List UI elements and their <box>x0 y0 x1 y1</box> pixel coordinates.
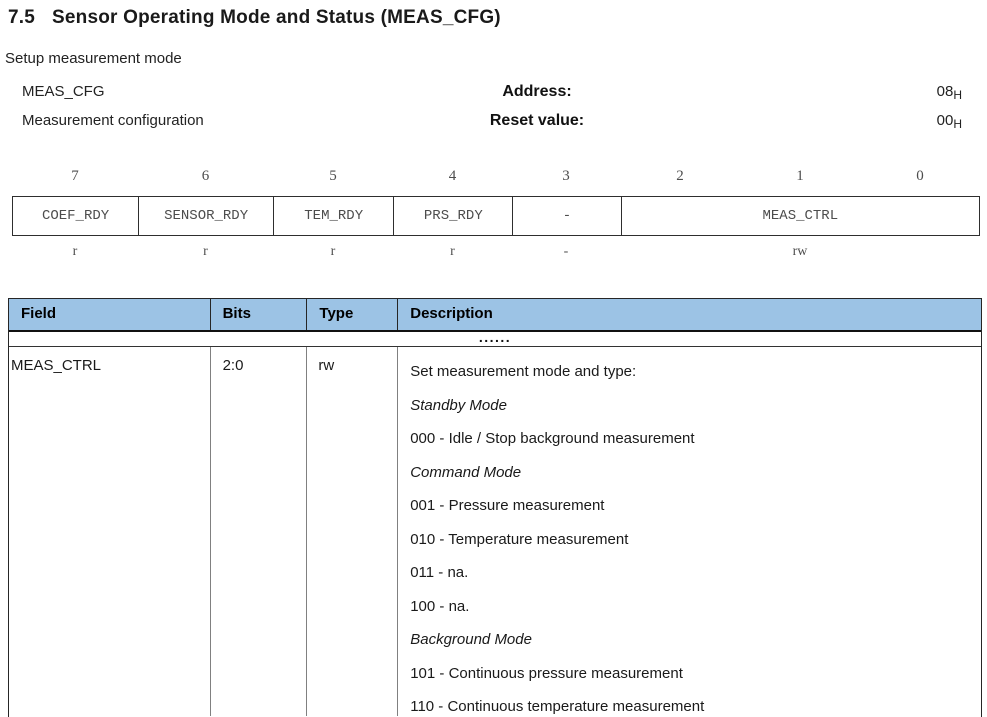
address-value: 08H <box>936 83 962 102</box>
bitfield-coef-rdy: COEF_RDY <box>13 197 140 235</box>
section-number: 7.5 <box>8 7 36 28</box>
register-address-row: MEAS_CFG Address: 08H <box>0 83 987 103</box>
bit-number-5: 5 <box>329 168 337 184</box>
bit-number-7: 7 <box>71 168 79 184</box>
desc-line-011: 011 - na. <box>410 564 469 581</box>
desc-line-001: 001 - Pressure measurement <box>410 497 605 514</box>
field-table-header: Field Bits Type Description <box>9 299 981 332</box>
desc-line-intro: Set measurement mode and type: <box>410 363 637 380</box>
register-name: MEAS_CFG <box>22 83 105 100</box>
bit-number-row: 7 6 5 4 3 2 1 0 <box>12 168 980 185</box>
desc-line-command-mode: Command Mode <box>410 463 522 481</box>
section-title: Sensor Operating Mode and Status (MEAS_C… <box>52 7 501 28</box>
ellipsis-row: ...... <box>9 330 981 347</box>
header-field: Field <box>9 299 211 330</box>
bit-number-4: 4 <box>448 168 457 184</box>
subtitle: Setup measurement mode <box>5 50 182 67</box>
field-row-meas-ctrl: MEAS_CTRL 2:0 rw Set measurement mode an… <box>9 347 981 716</box>
bit-number-3: 3 <box>562 168 570 184</box>
cell-bits: 2:0 <box>211 347 308 716</box>
reset-value: 00H <box>936 112 962 131</box>
reset-value-suffix: H <box>953 117 962 131</box>
section-heading: 7.5 Sensor Operating Mode and Status (MEA… <box>8 7 501 29</box>
bitfield-meas-ctrl: MEAS_CTRL <box>762 208 839 224</box>
desc-line-010: 010 - Temperature measurement <box>410 530 629 548</box>
bitfield-sensor-rdy: SENSOR_RDY <box>139 197 275 235</box>
header-type: Type <box>307 299 399 330</box>
register-description: Measurement configuration <box>22 112 204 129</box>
field-description-table: Field Bits Type Description ...... MEAS_… <box>8 298 982 717</box>
access-prs-rdy: r <box>450 244 455 259</box>
access-reserved: - <box>563 244 569 259</box>
desc-line-100: 100 - na. <box>410 597 470 615</box>
cell-field-name: MEAS_CTRL <box>9 347 211 716</box>
reset-value-hex: 00 <box>936 112 954 129</box>
reset-value-label: Reset value: <box>489 112 585 129</box>
bit-number-6: 6 <box>201 168 210 184</box>
address-value-suffix: H <box>953 88 962 102</box>
desc-line-110: 110 - Continuous temperature measurement <box>410 698 705 715</box>
cell-type: rw <box>307 347 399 716</box>
register-bitfield-diagram: COEF_RDY SENSOR_RDY TEM_RDY PRS_RDY - ME… <box>12 196 980 236</box>
access-tem-rdy: r <box>330 244 336 259</box>
bitfield-prs-rdy: PRS_RDY <box>394 197 514 235</box>
desc-line-101: 101 - Continuous pressure measurement <box>410 664 683 682</box>
bit-number-1: 1 <box>796 168 804 184</box>
access-coef-rdy: r <box>72 244 78 259</box>
desc-line-000: 000 - Idle / Stop background measurement <box>410 430 695 447</box>
register-reset-row: Measurement configuration Reset value: 0… <box>0 112 987 132</box>
address-value-hex: 08 <box>936 83 954 100</box>
access-meas-ctrl: rw <box>792 244 808 259</box>
desc-line-standby-mode: Standby Mode <box>410 396 507 414</box>
header-bits: Bits <box>211 299 308 330</box>
bit-access-row: r r r r - rw <box>12 244 980 260</box>
header-description: Description <box>410 305 493 322</box>
address-label: Address: <box>502 83 572 100</box>
bitfield-reserved: - <box>513 197 622 235</box>
cell-description: Set measurement mode and type: Standby M… <box>398 347 981 716</box>
bit-number-0: 0 <box>916 168 924 184</box>
desc-line-background-mode: Background Mode <box>410 631 532 648</box>
bitfield-tem-rdy: TEM_RDY <box>274 197 395 235</box>
access-sensor-rdy: r <box>203 244 208 259</box>
bit-number-2: 2 <box>676 168 684 184</box>
